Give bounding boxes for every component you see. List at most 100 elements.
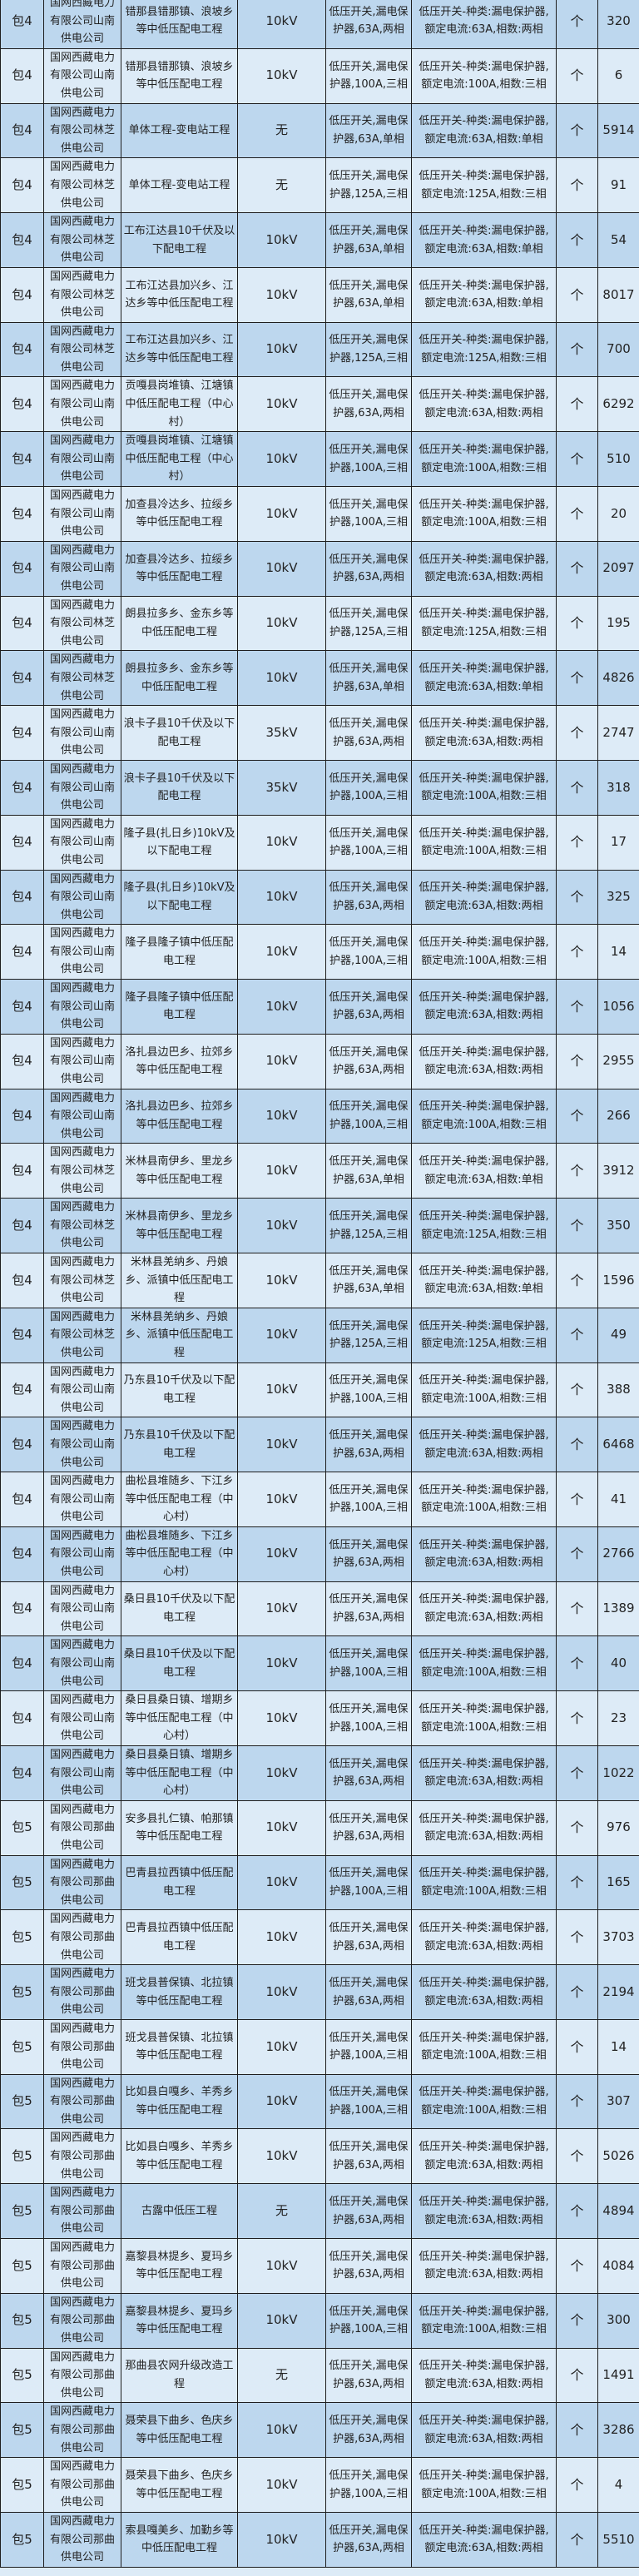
material-name-cell: 低压开关,漏电保护器,100A,三相 <box>325 1635 412 1692</box>
quantity-cell: 3703 <box>597 1909 639 1966</box>
package-cell: 包5 <box>0 2018 44 2075</box>
quantity-cell: 2766 <box>597 1526 639 1582</box>
package-cell: 包4 <box>0 1417 44 1473</box>
project-cell: 贡嘎县岗堆镇、江塘镇中低压配电工程（中心村） <box>121 431 238 488</box>
material-name-cell: 低压开关,漏电保护器,100A,三相 <box>325 2018 412 2075</box>
package-cell: 包4 <box>0 1088 44 1144</box>
project-cell: 古露中低压工程 <box>121 2183 238 2240</box>
material-name-cell: 低压开关,漏电保护器,100A,三相 <box>325 759 412 816</box>
company-cell: 国网西藏电力有限公司那曲供电公司 <box>43 1964 121 2020</box>
quantity-cell: 700 <box>597 321 639 378</box>
unit-cell: 个 <box>556 1472 598 1527</box>
voltage-cell: 10kV <box>237 1909 326 1966</box>
unit-cell: 个 <box>556 321 598 378</box>
table-row: 包4 国网西藏电力有限公司山南供电公司 洛扎县边巴乡、拉郊乡等中低压配电工程 10kV… <box>0 1033 639 1089</box>
voltage-cell: 10kV <box>237 1581 326 1637</box>
material-name-cell: 低压开关,漏电保护器,100A,三相 <box>325 2073 412 2130</box>
table-row: 包4 国网西藏电力有限公司林芝供电公司 米林县南伊乡、里龙乡等中低压配电工程 10kV… <box>0 1198 639 1253</box>
material-spec-cell: 低压开关-种类:漏电保护器,额定电流:100A,相数:三相 <box>411 924 557 980</box>
material-spec-cell: 低压开关-种类:漏电保护器,额定电流:63A,相数:单相 <box>411 266 557 323</box>
material-spec-cell: 低压开关-种类:漏电保护器,额定电流:100A,相数:三相 <box>411 814 557 871</box>
project-cell: 加查县冷达乡、拉绥乡等中低压配电工程 <box>121 486 238 542</box>
company-cell: 国网西藏电力有限公司林芝供电公司 <box>43 650 121 707</box>
quantity-cell: 91 <box>597 157 639 214</box>
table-row: 包4 国网西藏电力有限公司山南供电公司 贡嘎县岗堆镇、江塘镇中低压配电工程（中心村）… <box>0 431 639 488</box>
package-cell: 包4 <box>0 1307 44 1363</box>
material-name-cell: 低压开关,漏电保护器,63A,两相 <box>325 540 412 597</box>
project-cell: 聂荣县下曲乡、色庆乡等中低压配电工程 <box>121 2457 238 2513</box>
table-row: 包5 国网西藏电力有限公司那曲供电公司 嘉黎县林提乡、夏玛乡等中低压配电工程 10kV… <box>0 2292 639 2349</box>
unit-cell: 个 <box>556 102 598 159</box>
package-cell: 包4 <box>0 1526 44 1582</box>
project-cell: 错那县错那镇、浪坡乡等中低压配电工程 <box>121 0 238 49</box>
voltage-cell: 10kV <box>237 1526 326 1582</box>
company-cell: 国网西藏电力有限公司山南供电公司 <box>43 376 121 433</box>
project-cell: 隆子县(扎日乡)10kV及以下配电工程 <box>121 814 238 871</box>
unit-cell: 个 <box>556 2073 598 2130</box>
unit-cell: 个 <box>556 2347 598 2404</box>
material-name-cell: 低压开关,漏电保护器,63A,两相 <box>325 2238 412 2294</box>
material-name-cell: 低压开关,漏电保护器,63A,两相 <box>325 1964 412 2020</box>
voltage-cell: 10kV <box>237 0 326 49</box>
voltage-cell: 10kV <box>237 1088 326 1144</box>
material-spec-cell: 低压开关-种类:漏电保护器,额定电流:63A,相数:两相 <box>411 2347 557 2404</box>
quantity-cell: 266 <box>597 1088 639 1144</box>
material-spec-cell: 低压开关-种类:漏电保护器,额定电流:63A,相数:两相 <box>411 2238 557 2294</box>
project-cell: 隆子县隆子镇中低压配电工程 <box>121 979 238 1035</box>
company-cell: 国网西藏电力有限公司山南供电公司 <box>43 540 121 597</box>
package-cell: 包4 <box>0 705 44 761</box>
unit-cell: 个 <box>556 540 598 597</box>
table-row: 包4 国网西藏电力有限公司山南供电公司 隆子县隆子镇中低压配电工程 10kV 低压开关,… <box>0 979 639 1035</box>
quantity-cell: 5510 <box>597 2511 639 2568</box>
company-cell: 国网西藏电力有限公司山南供电公司 <box>43 0 121 49</box>
company-cell: 国网西藏电力有限公司山南供电公司 <box>43 814 121 871</box>
material-spec-cell: 低压开关-种类:漏电保护器,额定电流:63A,相数:两相 <box>411 2128 557 2185</box>
quantity-cell: 41 <box>597 1472 639 1527</box>
company-cell: 国网西藏电力有限公司林芝供电公司 <box>43 1307 121 1363</box>
project-cell: 曲松县堆随乡、下江乡等中低压配电工程（中心村） <box>121 1526 238 1582</box>
material-spec-cell: 低压开关-种类:漏电保护器,额定电流:100A,相数:三相 <box>411 1690 557 1746</box>
material-spec-cell: 低压开关-种类:漏电保护器,额定电流:100A,相数:三相 <box>411 1635 557 1692</box>
company-cell: 国网西藏电力有限公司那曲供电公司 <box>43 2292 121 2349</box>
unit-cell: 个 <box>556 1526 598 1582</box>
table-row: 包5 国网西藏电力有限公司那曲供电公司 班戈县普保镇、北拉镇等中低压配电工程 10kV… <box>0 1964 639 2020</box>
voltage-cell: 无 <box>237 102 326 159</box>
company-cell: 国网西藏电力有限公司山南供电公司 <box>43 869 121 926</box>
quantity-cell: 1056 <box>597 979 639 1035</box>
table-row: 包4 国网西藏电力有限公司山南供电公司 乃东县10千伏及以下配电工程 10kV 低压开关… <box>0 1417 639 1473</box>
material-spec-cell: 低压开关-种类:漏电保护器,额定电流:63A,相数:两相 <box>411 540 557 597</box>
voltage-cell: 35kV <box>237 705 326 761</box>
voltage-cell: 10kV <box>237 1362 326 1418</box>
quantity-cell: 5914 <box>597 102 639 159</box>
unit-cell: 个 <box>556 47 598 104</box>
table-row: 包5 国网西藏电力有限公司那曲供电公司 索县嘎美乡、加勤乡等中低压配电工程 10kV 低… <box>0 2511 639 2568</box>
unit-cell: 个 <box>556 705 598 761</box>
quantity-cell: 23 <box>597 1690 639 1746</box>
quantity-cell: 49 <box>597 1307 639 1363</box>
material-spec-cell: 低压开关-种类:漏电保护器,额定电流:100A,相数:三相 <box>411 1854 557 1911</box>
material-name-cell: 低压开关,漏电保护器,63A,单相 <box>325 1143 412 1199</box>
material-spec-cell: 低压开关-种类:漏电保护器,额定电流:63A,相数:两相 <box>411 376 557 433</box>
project-cell: 工布江达县10千伏及以下配电工程 <box>121 212 238 268</box>
voltage-cell: 10kV <box>237 595 326 652</box>
voltage-cell: 10kV <box>237 1964 326 2020</box>
project-cell: 米林县南伊乡、里龙乡等中低压配电工程 <box>121 1143 238 1199</box>
project-cell: 朗县拉多乡、金东乡等中低压配电工程 <box>121 650 238 707</box>
table-row: 包4 国网西藏电力有限公司山南供电公司 错那县错那镇、浪坡乡等中低压配电工程 10kV… <box>0 47 639 104</box>
material-name-cell: 低压开关,漏电保护器,63A,两相 <box>325 2347 412 2404</box>
voltage-cell: 10kV <box>237 1799 326 1856</box>
project-cell: 嘉黎县林提乡、夏玛乡等中低压配电工程 <box>121 2292 238 2349</box>
material-name-cell: 低压开关,漏电保护器,63A,单相 <box>325 650 412 707</box>
package-cell: 包4 <box>0 650 44 707</box>
material-spec-cell: 低压开关-种类:漏电保护器,额定电流:63A,相数:两相 <box>411 1581 557 1637</box>
project-cell: 洛扎县边巴乡、拉郊乡等中低压配电工程 <box>121 1088 238 1144</box>
package-cell: 包5 <box>0 2128 44 2185</box>
project-cell: 贡嘎县岗堆镇、江塘镇中低压配电工程（中心村） <box>121 376 238 433</box>
package-cell: 包4 <box>0 1252 44 1308</box>
voltage-cell: 10kV <box>237 814 326 871</box>
voltage-cell: 无 <box>237 2183 326 2240</box>
package-cell: 包5 <box>0 2511 44 2568</box>
company-cell: 国网西藏电力有限公司山南供电公司 <box>43 924 121 980</box>
table-row: 包4 国网西藏电力有限公司林芝供电公司 米林县南伊乡、里龙乡等中低压配电工程 10kV… <box>0 1143 639 1199</box>
